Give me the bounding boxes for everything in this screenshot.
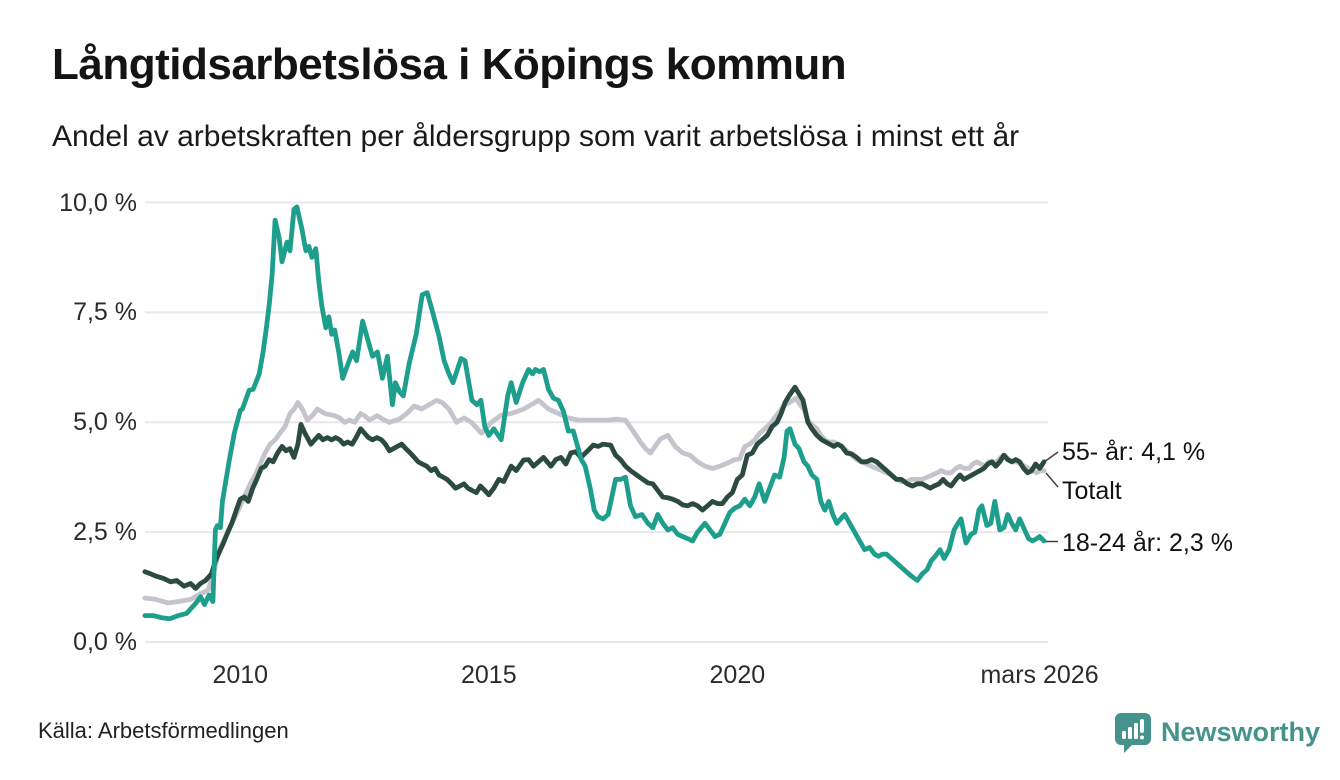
series-end-label-18-24-ar: 18-24 år: 2,3 % (1062, 529, 1233, 557)
series-line-55-r (142, 384, 1047, 591)
end-label-pointer-line (1045, 472, 1059, 488)
series-end-label-totalt: Totalt (1062, 477, 1122, 505)
newsworthy-logo: Newsworthy (1113, 711, 1320, 753)
series-line-18-24-r (142, 204, 1047, 622)
end-label-pointer-line (1045, 451, 1059, 462)
x-tick-label: 2015 (461, 661, 517, 689)
series-end-label-55-ar: 55- år: 4,1 % (1062, 438, 1206, 466)
y-tick-label: 2,5 % (73, 518, 137, 547)
x-tick-label: 2020 (709, 661, 766, 689)
y-tick-label: 7,5 % (73, 298, 137, 327)
y-tick-label: 5,0 % (73, 408, 137, 437)
chart-subtitle: Andel av arbetskraften per åldersgrupp s… (52, 120, 1020, 153)
source-note: Källa: Arbetsförmedlingen (38, 718, 289, 743)
y-tick-label: 0,0 % (73, 628, 137, 656)
chart-title: Långtidsarbetslösa i Köpings kommun (52, 40, 847, 89)
newsworthy-wordmark: Newsworthy (1161, 716, 1321, 747)
x-tick-label: mars 2026 (980, 661, 1099, 689)
x-tick-label: 2010 (212, 661, 269, 689)
y-tick-label: 10,0 % (59, 188, 137, 217)
newsworthy-speech-bubble-bar-chart-icon (1115, 713, 1151, 753)
series-line-totalt (142, 395, 1047, 606)
